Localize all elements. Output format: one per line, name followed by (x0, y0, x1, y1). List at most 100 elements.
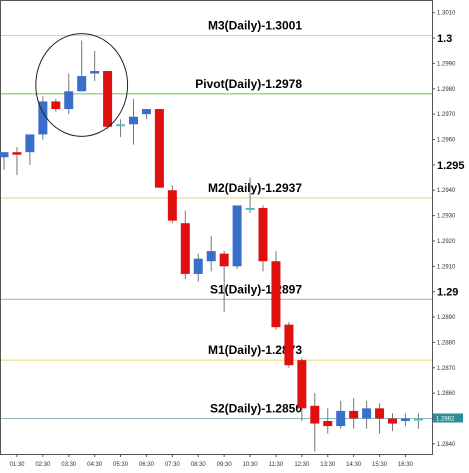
y-tick-label: 1.2980 (437, 87, 456, 93)
candle-body (154, 109, 164, 188)
candle (77, 40, 87, 92)
y-tick-label: 1.295 (437, 160, 465, 172)
level-label: Pivot(Daily)-1.2978 (195, 77, 302, 91)
candle (193, 253, 203, 282)
candle (12, 147, 22, 176)
price-tag-box (433, 413, 463, 423)
candle (0, 152, 9, 170)
x-tick-label: 07:30 (165, 462, 181, 468)
candle-body (232, 205, 242, 267)
x-tick-label: 05:30 (113, 462, 129, 468)
x-tick-label: 06:30 (139, 462, 155, 468)
candle (154, 109, 164, 188)
candle-body (51, 101, 61, 110)
candle-body (77, 76, 87, 92)
candle-body (362, 408, 372, 419)
candle-body (400, 418, 410, 422)
candle-body (180, 223, 190, 274)
candle-body (375, 408, 385, 419)
candle-body (388, 418, 397, 424)
candle (38, 96, 48, 140)
candle (141, 109, 151, 120)
candle-body (38, 101, 48, 135)
candle-body (64, 91, 74, 110)
candle (232, 205, 242, 269)
candle-body (271, 261, 281, 328)
candle (310, 393, 320, 452)
plot-frame (0, 0, 433, 455)
candle-body (219, 253, 229, 267)
candle (129, 98, 138, 145)
y-tick-label: 1.2920 (437, 239, 456, 245)
x-tick-label: 08:30 (191, 462, 207, 468)
x-tick-label: 10:30 (243, 462, 259, 468)
candle-body (167, 190, 177, 221)
candle (388, 413, 397, 432)
candle (51, 98, 61, 112)
candle-body (129, 116, 138, 125)
candle (90, 50, 100, 82)
y-tick-label: 1.2990 (437, 61, 456, 67)
candle-body (413, 418, 423, 421)
annotation-ellipse (35, 33, 129, 137)
price-axis: 1.3010 1.3 1.2990 1.2980 1.2970 1.2960 1.295 1.… (432, 11, 465, 448)
x-tick-label: 04:30 (87, 462, 103, 468)
candle-body (141, 109, 151, 115)
candle-body (258, 207, 268, 262)
x-tick-label: 15:30 (372, 462, 388, 468)
x-tick-label: 01:30 (9, 462, 25, 468)
level-label: M2(Daily)-1.2937 (208, 181, 302, 195)
candle-body (206, 251, 216, 262)
y-tick-label: 1.2890 (437, 315, 456, 321)
candle-body (0, 152, 9, 158)
y-tick-label: 1.2970 (437, 112, 456, 118)
candle (400, 413, 410, 427)
current-price-tag: 1.2862 (433, 413, 463, 423)
candle (375, 403, 385, 434)
y-tick-label: 1.2860 (437, 391, 456, 397)
candle-body (25, 134, 35, 153)
candles (0, 40, 423, 452)
x-tick-label: 02:30 (35, 462, 51, 468)
annotation (35, 33, 129, 137)
candle (336, 400, 346, 429)
level-label: M1(Daily)-1.2873 (208, 343, 302, 357)
level-label: S2(Daily)-1.2850 (210, 401, 302, 415)
y-tick-label: 1.3 (437, 33, 452, 45)
candle (362, 400, 372, 429)
x-tick-label: 03:30 (61, 462, 77, 468)
pivot-levels: M3(Daily)-1.3001 Pivot(Daily)-1.2978 M2(Da… (1, 19, 432, 419)
candle (103, 71, 113, 130)
candle (284, 322, 294, 368)
candle-body (349, 410, 359, 419)
candle (64, 73, 74, 115)
candle (413, 413, 423, 429)
y-tick-label: 1.2930 (437, 214, 456, 220)
level-label: M3(Daily)-1.3001 (208, 19, 302, 33)
x-tick-label: 12:30 (294, 462, 310, 468)
y-tick-label: 1.2960 (437, 137, 456, 143)
y-tick-label: 1.2870 (437, 366, 456, 372)
candle-body (297, 360, 307, 409)
x-tick-label: 09:30 (217, 462, 233, 468)
price-tag-label: 1.2862 (436, 416, 455, 422)
candle (297, 357, 307, 422)
x-tick-label: 11:30 (269, 462, 284, 468)
candle (245, 177, 255, 214)
candle-body (245, 207, 255, 210)
y-tick-label: 1.2940 (437, 188, 456, 194)
y-tick-label: 1.2840 (437, 442, 456, 448)
candle (349, 398, 359, 429)
candle (25, 134, 35, 165)
candle-body (284, 324, 294, 366)
candle (271, 251, 281, 330)
candle-body (336, 410, 346, 427)
candle (116, 119, 126, 137)
x-tick-label: 14:30 (346, 462, 362, 468)
candle-body (116, 124, 126, 127)
y-tick-label: 1.3010 (437, 11, 456, 17)
candle-body (90, 71, 100, 74)
x-tick-label: 13:30 (320, 462, 336, 468)
candle (167, 185, 177, 224)
